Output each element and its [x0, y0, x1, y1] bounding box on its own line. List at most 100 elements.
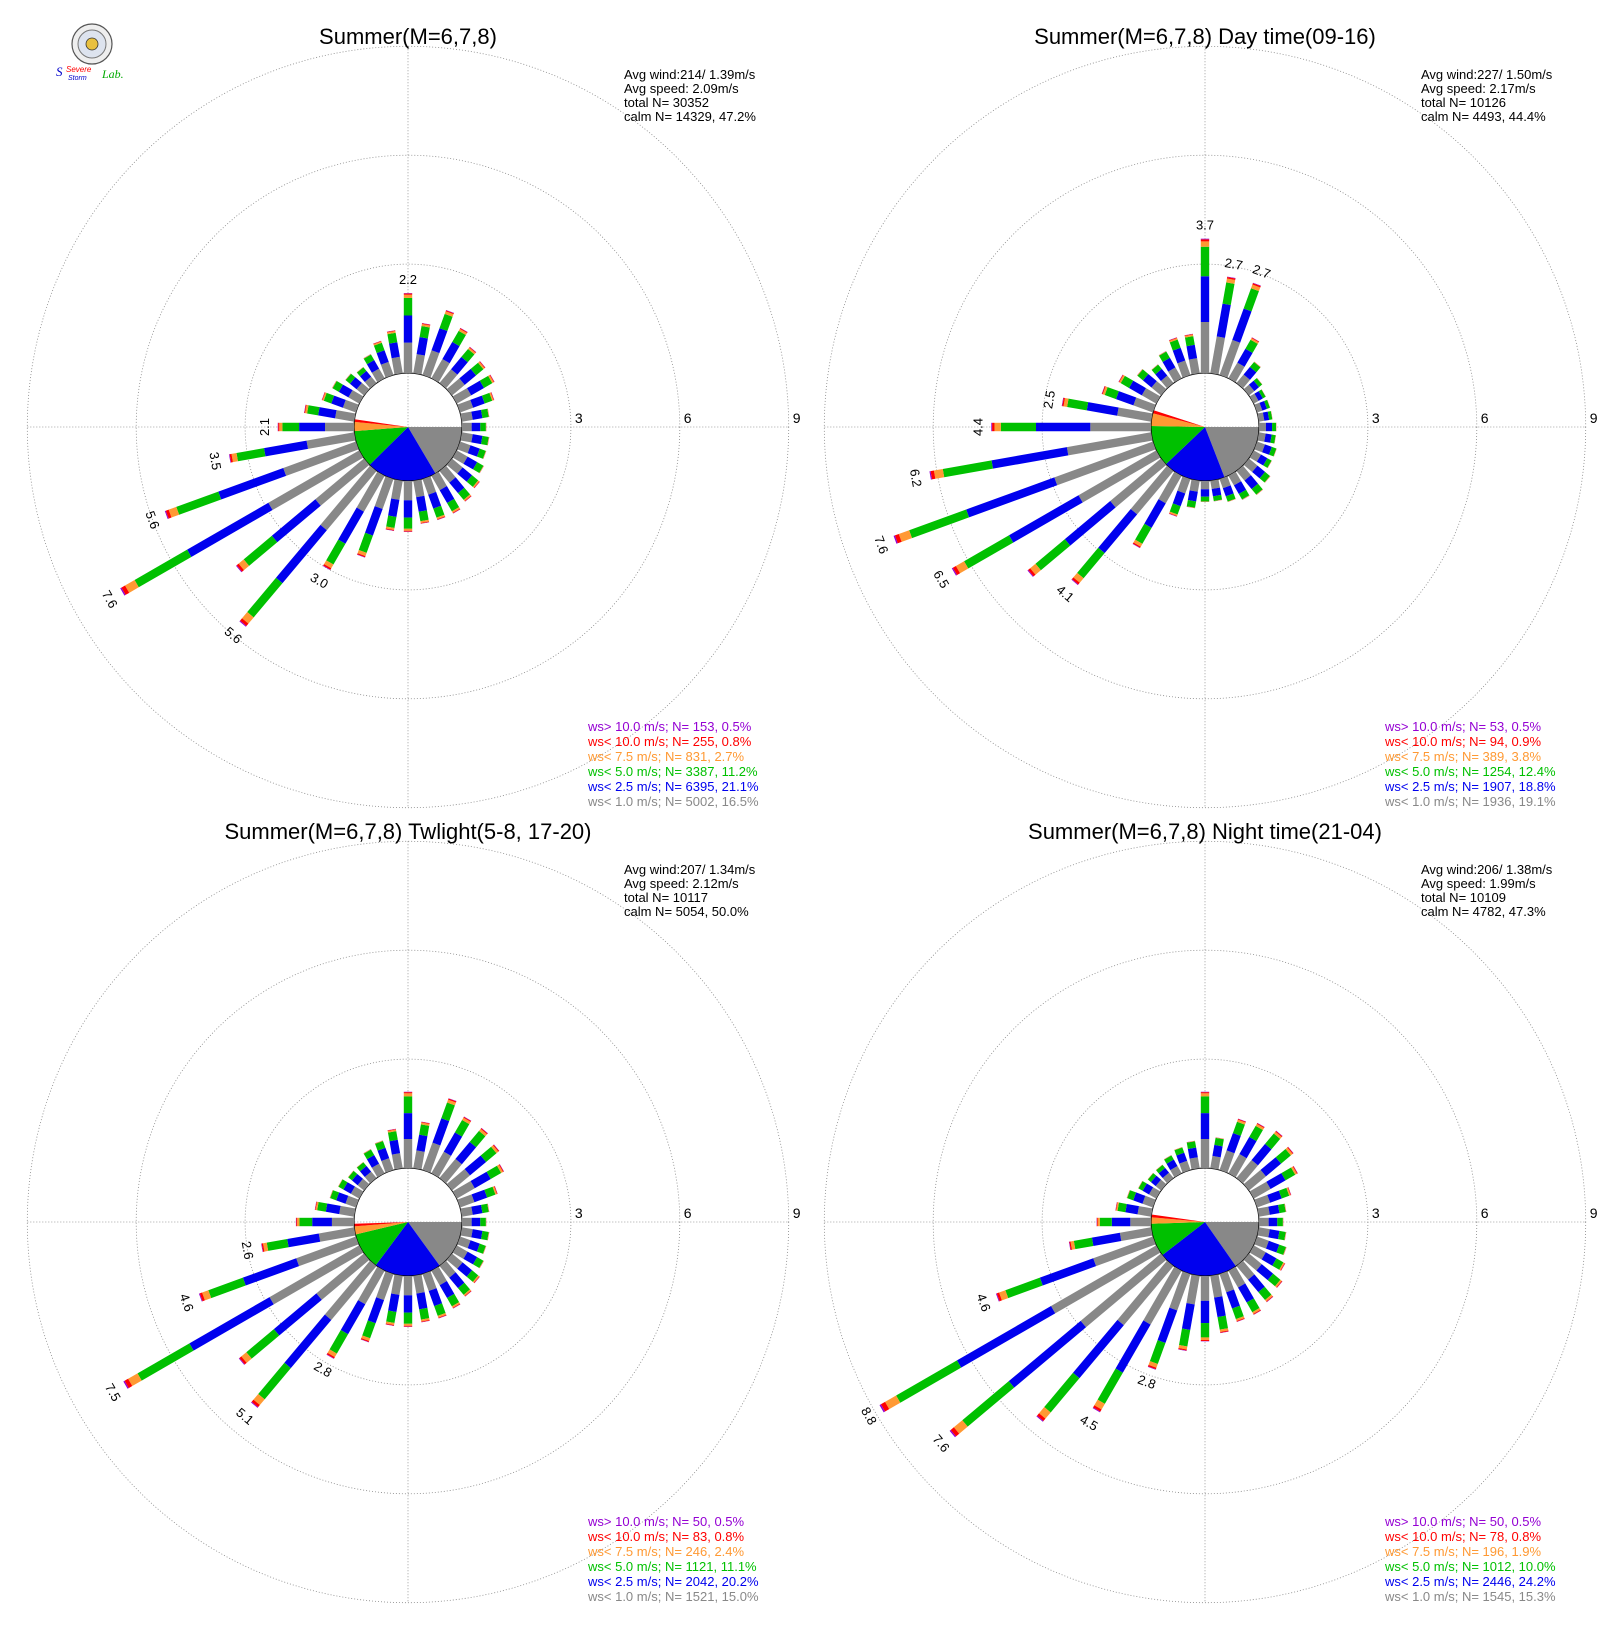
ring-label: 3 [575, 410, 583, 426]
wind-bar-segment [1147, 1366, 1156, 1370]
wind-bar-segment [481, 1230, 489, 1241]
wind-bar-segment [331, 395, 346, 408]
wind-bar-segment [1251, 337, 1260, 342]
wind-bar-segment [1252, 282, 1261, 287]
wind-bar-segment [929, 471, 933, 480]
wind-bar-segment [494, 1186, 498, 1195]
wind-bar-segment [1243, 366, 1257, 380]
wind-bar-segment [454, 1119, 470, 1137]
wind-bar-segment [467, 445, 480, 457]
wind-bar-segment [376, 1271, 394, 1301]
bar-label: 5.6 [222, 624, 245, 647]
ring-label: 3 [1372, 410, 1380, 426]
wind-bar-segment [389, 1139, 401, 1155]
wind-bar-segment [1168, 367, 1182, 383]
wind-bar-segment [1237, 1118, 1246, 1123]
wind-bar-segment [403, 1096, 413, 1114]
wind-bar-segment [1184, 333, 1193, 336]
wind-bar-segment [1184, 336, 1195, 347]
wind-bar-segment [413, 1274, 425, 1294]
wind-bar-segment [325, 422, 354, 432]
wind-bar-segment [241, 1352, 252, 1363]
wind-bar-segment [1028, 568, 1036, 577]
wind-bar-segment [1243, 1253, 1262, 1271]
wind-bar-segment [1285, 1147, 1293, 1156]
wind-bar-segment [1220, 1330, 1229, 1333]
wind-bar-segment [1136, 368, 1143, 376]
wind-bar-segment [1226, 277, 1236, 280]
wind-bar-segment [218, 467, 287, 500]
wind-bar-segment [1096, 1217, 1098, 1227]
wind-bar-segment [466, 475, 479, 487]
wind-bar-segment [1257, 1227, 1270, 1238]
wind-bar-segment [1265, 1294, 1273, 1302]
wind-bar-segment [1236, 374, 1251, 389]
wind-bar-segment [385, 529, 394, 531]
wind-bar-segment [228, 454, 232, 463]
wind-bar-segment [391, 356, 403, 375]
wind-bar-segment [362, 1320, 376, 1339]
wind-bar-segment [421, 1320, 430, 1323]
wind-bar-segment [1293, 1165, 1298, 1174]
wind-bar-segment [1115, 1320, 1151, 1373]
wind-bar-segment [462, 1217, 472, 1227]
wind-bar-segment [1243, 1169, 1266, 1191]
wind-bar-segment [1244, 475, 1259, 490]
wind-bar-segment [279, 422, 283, 432]
wind-bar-segment [465, 1291, 472, 1297]
calm-pie-slice [355, 1222, 408, 1266]
wind-bar-segment [992, 422, 995, 432]
wind-bar-segment [479, 1260, 484, 1269]
wind-bar-segment [1210, 1274, 1223, 1298]
wind-bar-segment [1261, 389, 1266, 397]
wind-bar-segment [1276, 1280, 1283, 1288]
wind-bar-segment [446, 378, 465, 396]
wind-bar-segment [326, 1354, 335, 1359]
wind-bar-segment [1099, 1217, 1112, 1227]
wind-bar-segment [1200, 1096, 1210, 1114]
grid-ring [26, 840, 790, 1604]
wind-bar-segment [473, 481, 480, 489]
legend-entry: ws< 7.5 m/s; N= 831, 2.7% [587, 749, 745, 764]
wind-bar-segment [1267, 1273, 1281, 1287]
wind-bar-segment [1272, 422, 1277, 432]
wind-bar-segment [202, 1290, 212, 1301]
wind-bar-segment [1117, 1202, 1127, 1213]
wind-bar-segment [377, 1147, 390, 1162]
wind-bar-segment [1080, 1253, 1167, 1328]
wind-bar-segment [356, 1161, 364, 1168]
wind-bar-segment [1257, 432, 1266, 442]
calm-pie-slice [1151, 1214, 1205, 1222]
wind-bar-segment [1259, 401, 1267, 411]
wind-bar-segment [439, 1260, 456, 1278]
stats-line: Avg speed: 2.09m/s [624, 81, 739, 96]
wind-bar-segment [1242, 495, 1250, 500]
grid-ring [823, 840, 1587, 1604]
wind-bar-segment [1071, 577, 1080, 585]
wind-bar-segment [1077, 547, 1105, 579]
wind-bar-segment [1243, 458, 1258, 473]
wind-bar-segment [340, 1300, 366, 1335]
wind-bar-segment [452, 450, 468, 464]
wind-bar-segment [1133, 539, 1143, 547]
wind-bar-segment [128, 1373, 142, 1387]
wind-bar-segment [1186, 1140, 1195, 1143]
wind-bar-segment [1115, 1202, 1117, 1211]
wind-bar-segment [1233, 481, 1247, 494]
wind-bar-segment [1158, 351, 1167, 356]
ring-label: 6 [684, 1205, 692, 1221]
wind-bar-segment [236, 563, 244, 572]
wind-bar-segment [356, 382, 370, 396]
wind-bar-segment [1188, 358, 1200, 375]
wind-bar-segment [1186, 506, 1195, 509]
wind-bar-segment [1115, 391, 1137, 406]
wind-bar-segment [952, 565, 961, 576]
wind-bar-segment [1262, 444, 1272, 455]
wind-bar-segment [1273, 448, 1277, 457]
wind-bar-segment [1250, 338, 1259, 344]
wind-bar-segment [1179, 1160, 1191, 1173]
wind-bar-segment [446, 1253, 463, 1269]
bar-label: 4.1 [1054, 582, 1077, 605]
grid-ring [823, 45, 1587, 809]
wind-bar-segment [329, 1190, 333, 1199]
